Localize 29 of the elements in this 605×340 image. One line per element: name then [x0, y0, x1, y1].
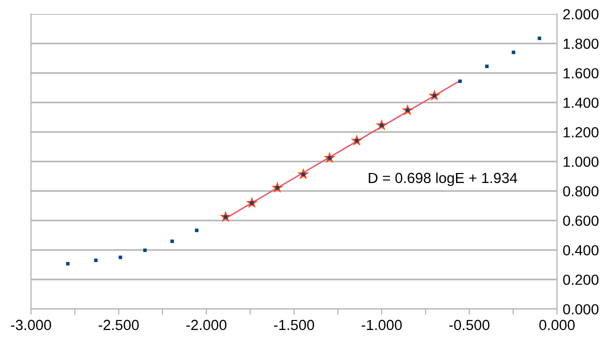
x-tick-label: -3.000	[10, 320, 52, 330]
annotation: D = 0.698 logE + 1.934	[368, 172, 518, 186]
y-tick-label: 2.000	[563, 9, 598, 20]
point	[485, 64, 489, 68]
x-tick-label: -0.500	[449, 320, 490, 330]
y-tick-label: 1.800	[564, 38, 598, 49]
point	[538, 36, 542, 40]
y-tick-label: 0.400	[563, 245, 598, 256]
y-tick-label: 1.400	[564, 98, 598, 108]
x-tick-label: -2.000	[186, 320, 226, 330]
y-tick-label: 0.000	[563, 304, 598, 314]
point	[194, 228, 198, 232]
x-tick-label: -1.500	[274, 320, 314, 330]
point	[94, 258, 98, 262]
point	[118, 256, 122, 260]
x-tick-label: -1.000	[362, 320, 402, 330]
point	[143, 248, 147, 252]
y-tick-label: 1.200	[564, 127, 598, 138]
point	[512, 50, 516, 54]
y-tick-label: 0.600	[563, 216, 598, 226]
y-tick-label: 1.000	[564, 156, 598, 167]
y-tick-label: 0.800	[563, 186, 598, 196]
x-tick-label: -2.500	[98, 320, 139, 330]
y-tick-label: 0.200	[563, 274, 598, 285]
point	[66, 262, 70, 266]
point	[458, 80, 462, 83]
x-tick-label: 0.000	[539, 320, 575, 330]
point	[170, 240, 174, 244]
y-tick-label: 1.600	[564, 68, 598, 78]
